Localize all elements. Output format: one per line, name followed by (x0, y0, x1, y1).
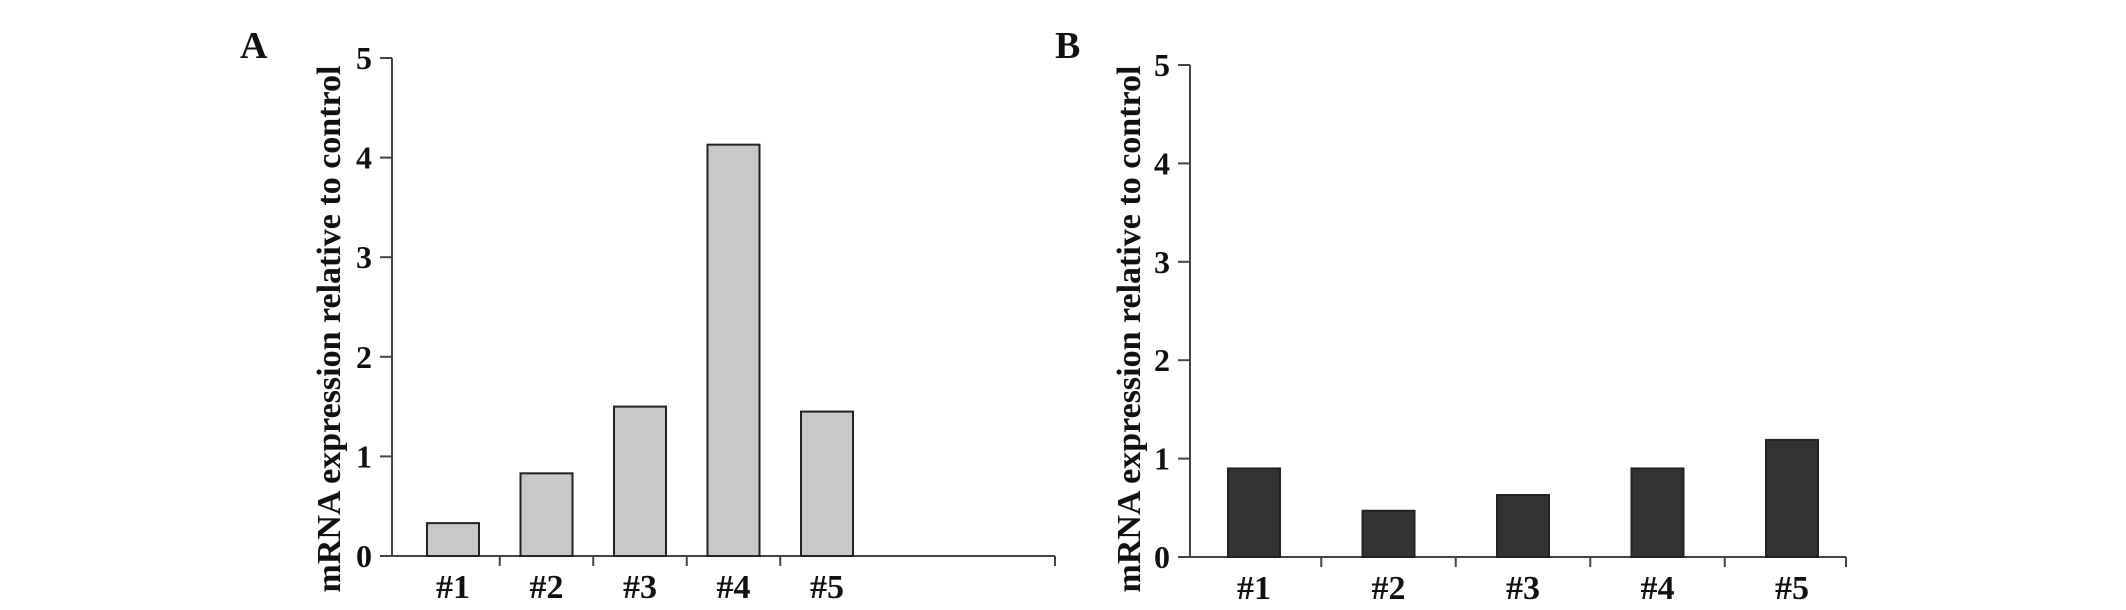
panel-b: B mRNA expression relative to control 0 1… (1055, 25, 1847, 607)
panel-a-bar-1 (426, 522, 480, 558)
panel-a-y-axis-label: mRNA expression relative to control (311, 66, 348, 593)
panel-b-y-tick-label: 5 (1154, 47, 1170, 83)
panel-b-y-axis-label: mRNA expression relative to control (1111, 66, 1148, 593)
panel-a-bars (426, 143, 854, 558)
panel-b-x-label-4: #4 (1641, 570, 1675, 607)
panel-a-y-tick-label: 5 (356, 40, 372, 76)
panel-a-y-tick-label: 3 (356, 239, 372, 275)
panel-b-y-tick-label: 4 (1154, 145, 1170, 181)
panel-a-x-labels: #1 #2 #3 #4 #5 (436, 569, 844, 606)
panel-b-y-ticks: 0 1 2 3 4 5 (1154, 47, 1190, 575)
panel-a-letter: A (240, 25, 268, 67)
panel-b-y-tick-label: 0 (1154, 539, 1170, 575)
panel-b-bar-3 (1496, 494, 1550, 558)
panel-b-bars (1227, 438, 1819, 559)
panel-a-y-tick-label: 2 (356, 339, 372, 375)
panel-a-x-label-3: #3 (623, 569, 657, 606)
panel-b-axes (1189, 65, 1847, 567)
panel-a-y-tick-label: 1 (356, 438, 372, 474)
panel-a-x-label-5: #5 (810, 569, 844, 606)
panel-b-bar-4 (1630, 467, 1685, 558)
panel-a-bar-2 (519, 472, 574, 557)
panel-b-y-tick-label: 2 (1154, 342, 1170, 378)
panel-b-x-label-2: #2 (1372, 570, 1406, 607)
panel-a-x-label-2: #2 (530, 569, 564, 606)
panel-b-y-tick-label: 1 (1154, 441, 1170, 477)
panel-b-letter: B (1055, 25, 1080, 67)
panel-b-x-label-1: #1 (1237, 570, 1271, 607)
panel-b-x-label-5: #5 (1775, 570, 1809, 607)
panel-a: A mRNA expression relative to control 0 1… (240, 25, 1056, 606)
panel-a-bar-3 (613, 405, 667, 557)
panel-b-bar-5 (1765, 438, 1819, 558)
panel-b-x-label-3: #3 (1506, 570, 1540, 607)
panel-a-bar-5 (800, 410, 854, 557)
panel-a-y-ticks: 0 1 2 3 4 5 (356, 40, 392, 574)
panel-b-y-tick-label: 3 (1154, 244, 1170, 280)
panel-a-bar-4 (706, 143, 761, 557)
panel-a-y-tick-label: 4 (356, 140, 372, 176)
panel-b-bar-2 (1361, 509, 1416, 559)
panel-a-y-tick-label: 0 (356, 538, 372, 574)
panel-b-bar-1 (1227, 467, 1281, 558)
panel-b-x-labels: #1 #2 #3 #4 #5 (1237, 570, 1809, 607)
panel-a-x-label-1: #1 (436, 569, 470, 606)
panel-a-x-label-4: #4 (717, 569, 751, 606)
